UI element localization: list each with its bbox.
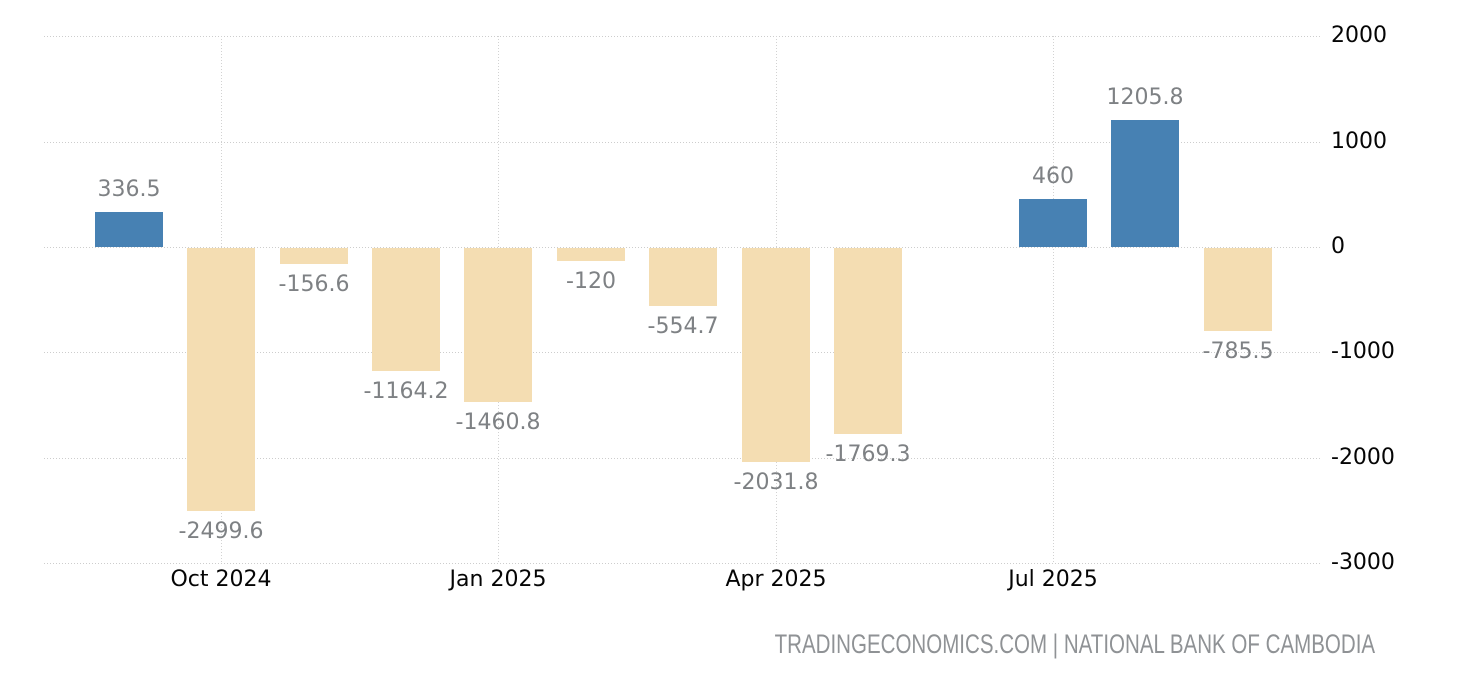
bar-feb-2025[interactable] <box>557 248 625 261</box>
y-axis-tick-label: -1000 <box>1331 339 1395 364</box>
y-gridline <box>44 458 1320 459</box>
x-gridline <box>1053 36 1054 563</box>
bar-value-label: -554.7 <box>647 314 719 339</box>
y-axis-tick-label: -2000 <box>1331 445 1395 470</box>
bar-value-label: -2031.8 <box>733 470 819 495</box>
y-gridline <box>44 352 1320 353</box>
bar-nov-2024[interactable] <box>280 248 348 264</box>
attribution-text: TRADINGECONOMICS.COM | NATIONAL BANK OF … <box>774 629 1375 659</box>
bar-value-label: -1164.2 <box>363 379 449 404</box>
bar-apr-2025[interactable] <box>742 248 810 462</box>
bar-may-2025[interactable] <box>834 248 902 434</box>
bar-value-label: 336.5 <box>97 177 161 202</box>
attribution: TRADINGECONOMICS.COM | NATIONAL BANK OF … <box>585 630 1375 658</box>
y-axis-tick-label: -3000 <box>1331 550 1395 575</box>
bar-value-label: 460 <box>1032 164 1074 189</box>
x-axis-tick-label: Oct 2024 <box>170 567 272 592</box>
x-axis-tick-label: Jul 2025 <box>1008 567 1098 592</box>
y-axis-tick-label: 2000 <box>1331 23 1387 48</box>
x-axis-tick-label: Apr 2025 <box>725 567 827 592</box>
bar-jul-2025[interactable] <box>1019 199 1087 247</box>
y-axis-tick-label: 1000 <box>1331 129 1387 154</box>
bar-aug-2025[interactable] <box>1111 120 1179 247</box>
y-gridline <box>44 142 1320 143</box>
y-gridline <box>44 36 1320 37</box>
bar-sep-2025[interactable] <box>1204 248 1272 331</box>
y-gridline <box>44 563 1320 564</box>
bar-value-label: -1769.3 <box>825 442 911 467</box>
bar-mar-2025[interactable] <box>649 248 717 306</box>
bar-value-label: -156.6 <box>278 272 350 297</box>
bar-value-label: 1205.8 <box>1106 85 1184 110</box>
bar-value-label: -1460.8 <box>455 410 541 435</box>
bar-sep-2024[interactable] <box>95 212 163 247</box>
y-gridline <box>44 247 1320 248</box>
y-axis-tick-label: 0 <box>1331 234 1345 259</box>
x-axis-tick-label: Jan 2025 <box>449 567 547 592</box>
bar-oct-2024[interactable] <box>187 248 255 511</box>
bar-dec-2024[interactable] <box>372 248 440 371</box>
bar-value-label: -785.5 <box>1202 339 1274 364</box>
bar-value-label: -2499.6 <box>178 519 264 544</box>
bar-jan-2025[interactable] <box>464 248 532 402</box>
bar-value-label: -120 <box>566 269 616 294</box>
